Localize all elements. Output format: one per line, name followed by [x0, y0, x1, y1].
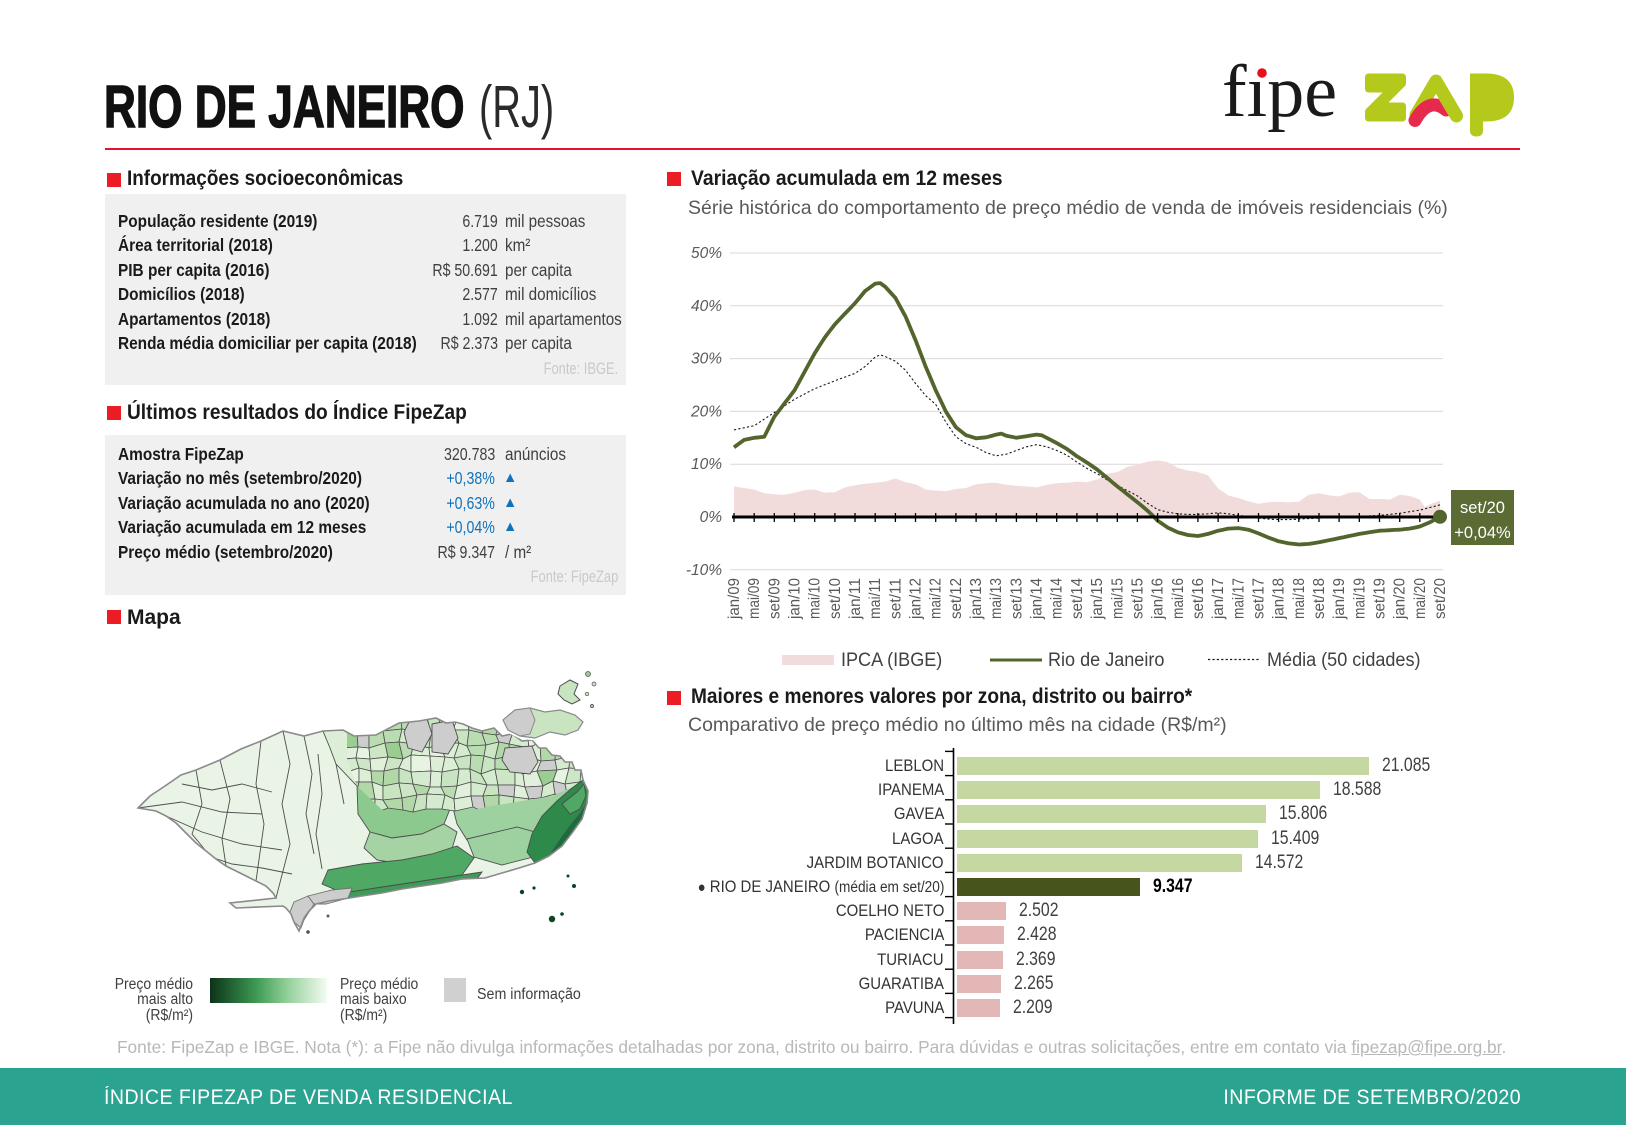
svg-text:set/19: set/19 — [1372, 578, 1389, 619]
svg-text:40%: 40% — [691, 298, 722, 315]
svg-text:mai/09: mai/09 — [746, 578, 763, 619]
svg-text:jan/19: jan/19 — [1331, 578, 1348, 620]
svg-text:jan/14: jan/14 — [1029, 578, 1046, 620]
svg-text:set/11: set/11 — [887, 578, 904, 619]
svg-text:jan/12: jan/12 — [908, 578, 925, 620]
svg-text:50%: 50% — [691, 245, 722, 262]
svg-text:set/09: set/09 — [766, 578, 783, 619]
svg-text:set/18: set/18 — [1311, 578, 1328, 619]
svg-text:mai/18: mai/18 — [1291, 578, 1308, 619]
svg-text:mai/16: mai/16 — [1170, 578, 1187, 619]
svg-text:set/10: set/10 — [827, 578, 844, 619]
svg-text:-10%: -10% — [686, 562, 722, 579]
svg-text:set/12: set/12 — [948, 578, 965, 619]
svg-text:mai/17: mai/17 — [1230, 578, 1247, 619]
svg-text:mai/11: mai/11 — [867, 578, 884, 619]
svg-text:set/20: set/20 — [1460, 499, 1505, 517]
svg-text:0%: 0% — [700, 509, 723, 526]
svg-text:jan/16: jan/16 — [1150, 578, 1167, 620]
svg-text:mai/13: mai/13 — [988, 578, 1005, 619]
svg-text:20%: 20% — [690, 403, 722, 420]
svg-text:mai/20: mai/20 — [1412, 578, 1429, 619]
svg-text:set/20: set/20 — [1432, 578, 1449, 619]
svg-text:jan/13: jan/13 — [968, 578, 985, 620]
svg-text:10%: 10% — [691, 456, 722, 473]
svg-text:set/14: set/14 — [1069, 578, 1086, 619]
svg-text:mai/15: mai/15 — [1109, 578, 1126, 619]
svg-text:jan/10: jan/10 — [787, 578, 804, 620]
svg-text:+0,04%: +0,04% — [1454, 524, 1511, 542]
svg-text:mai/12: mai/12 — [928, 578, 945, 619]
svg-text:jan/18: jan/18 — [1271, 578, 1288, 620]
svg-text:mai/19: mai/19 — [1351, 578, 1368, 619]
svg-text:jan/17: jan/17 — [1210, 578, 1227, 620]
svg-text:mai/10: mai/10 — [807, 578, 824, 619]
svg-text:mai/14: mai/14 — [1049, 578, 1066, 619]
svg-text:jan/11: jan/11 — [847, 578, 864, 620]
svg-text:jan/15: jan/15 — [1089, 578, 1106, 620]
svg-text:set/13: set/13 — [1008, 578, 1025, 619]
svg-text:30%: 30% — [691, 351, 722, 368]
svg-text:fıpe: fıpe — [1222, 55, 1337, 133]
svg-text:set/15: set/15 — [1129, 578, 1146, 619]
svg-text:jan/20: jan/20 — [1392, 578, 1409, 620]
svg-text:jan/09: jan/09 — [726, 578, 743, 620]
svg-text:set/16: set/16 — [1190, 578, 1207, 619]
svg-text:set/17: set/17 — [1251, 578, 1268, 619]
